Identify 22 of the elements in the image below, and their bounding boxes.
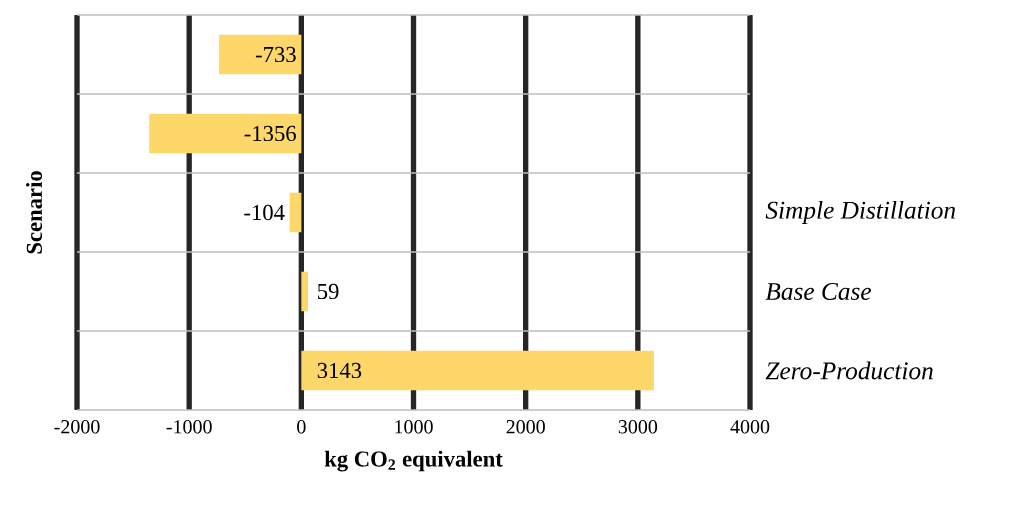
y-axis-title: Scenario [26,171,43,254]
x-tick-label: 4000 [730,420,770,434]
y-tick-label: Base Case [765,282,872,300]
data-label: -1356 [244,125,296,142]
x-tick-label: 1000 [395,420,433,434]
x-tick-label: 0 [297,420,306,434]
y-tick-label: Simple Distillation [765,201,956,224]
bar [301,350,654,391]
data-label: 3143 [317,362,362,379]
x-tick-label: -2000 [54,420,100,434]
bar [301,271,308,312]
x-tick-label: -1000 [166,420,212,434]
y-tick-label: Zero-Production [765,361,933,380]
data-label: -104 [244,204,285,221]
x-axis-title: kg CO$_{2}$ equivalent [324,450,503,472]
bar [149,113,302,154]
x-tick-label: 2000 [506,420,545,434]
data-label: 59 [318,283,339,300]
bar [289,192,302,233]
bar [219,34,302,75]
data-label: -733 [255,46,296,63]
x-tick-label: 3000 [618,420,658,434]
